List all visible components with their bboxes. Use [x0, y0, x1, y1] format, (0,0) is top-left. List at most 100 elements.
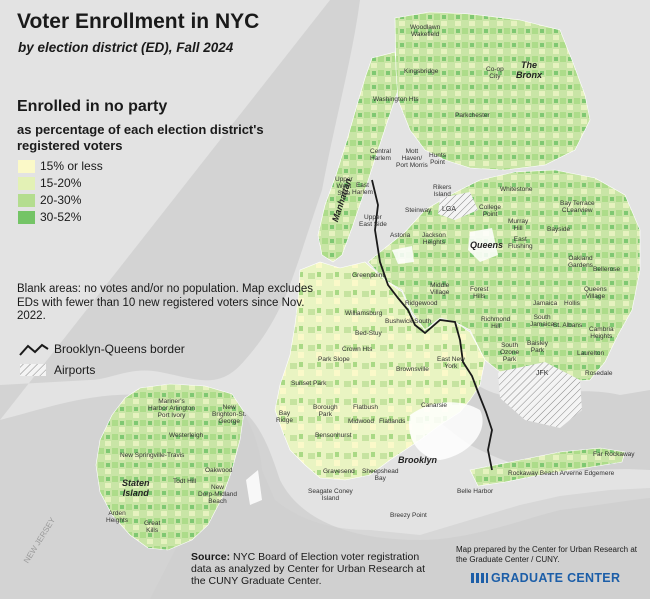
- queens-area: [367, 169, 641, 383]
- neighborhood-label: Middle Village: [430, 282, 450, 296]
- neighborhood-label: Far Rockaway: [593, 451, 635, 458]
- neighborhood-label: College Point: [479, 204, 502, 218]
- bronx-label-line1: The: [521, 60, 538, 70]
- neighborhood-label: Sheepshead Bay: [362, 468, 399, 482]
- neighborhood-label: Cambria Heights: [589, 326, 614, 340]
- airport-label-lga: LGA: [442, 206, 457, 213]
- neighborhood-label: Whitestone: [500, 186, 533, 193]
- legend-label-1: 15% or less: [40, 159, 103, 173]
- source-text: NYC Board of Election voter registration…: [191, 551, 426, 587]
- neighborhood-label: Flatbush: [353, 404, 378, 411]
- borough-label-brooklyn: Brooklyn: [398, 455, 438, 465]
- neighborhood-label: Great Kills: [144, 520, 161, 534]
- neighborhood-label: Hollis: [564, 300, 580, 307]
- neighborhood-label: Kingsbridge: [404, 68, 439, 75]
- staten-island-area: [95, 383, 245, 551]
- border-legend-label: Brooklyn-Queens border: [54, 342, 185, 356]
- neighborhood-label: Todt Hill: [173, 478, 197, 485]
- neighborhood-label: Jackson Heights: [422, 232, 446, 246]
- neighborhood-label: Oakland Gardens: [568, 255, 593, 269]
- neighborhood-label: East Flushing: [508, 236, 533, 250]
- neighborhood-label: Borough Park: [313, 404, 338, 418]
- legend-label-4: 30-52%: [40, 210, 82, 224]
- neighborhood-label: Murray Hill: [508, 218, 529, 232]
- neighborhood-label: Hunts Point: [429, 152, 446, 166]
- neighborhood-label: Steinway: [405, 207, 432, 214]
- neighborhood-label: Baisley Park: [527, 340, 548, 354]
- bronx-area: [394, 11, 591, 171]
- neighborhood-label: New Brighton-St. George: [212, 404, 247, 425]
- neighborhood-label: South Jamaica: [530, 314, 555, 328]
- neighborhood-label: Bay Ridge: [276, 410, 293, 424]
- staten-label-line1: Staten: [122, 478, 150, 488]
- neighborhood-label: Ridgewood: [405, 300, 438, 307]
- neighborhood-label: Jamaica: [533, 300, 558, 307]
- legend-swatch-3: [18, 194, 35, 207]
- rockaway-area: [469, 447, 626, 487]
- neighborhood-label: Rikers Island: [433, 184, 452, 198]
- legend-swatch-2: [18, 177, 35, 190]
- neighborhood-label: Mott Haven/Port Morris: [396, 148, 428, 169]
- neighborhood-label: Canarsie: [421, 402, 448, 409]
- neighborhood-label: Woodlawn Wakefield: [410, 24, 441, 38]
- jfk-airport-hatch: [498, 362, 582, 428]
- neighborhood-label: Forest Hills: [470, 286, 489, 300]
- neighborhood-label: East New York: [437, 356, 465, 370]
- neighborhood-label: Gravesend: [323, 468, 355, 475]
- manhattan-area: [317, 51, 399, 263]
- borough-label-staten-island: Staten Island: [122, 478, 150, 498]
- neighborhood-label: Greenpoint: [352, 272, 385, 279]
- neighborhood-label: Rosedale: [585, 370, 613, 377]
- neighborhood-label: Westerleigh: [169, 432, 204, 439]
- staten-label-line2: Island: [122, 488, 149, 498]
- neighborhood-label: Bed-Stuy: [355, 330, 382, 337]
- neighborhood-label: Bushwick South: [385, 318, 432, 325]
- map-title: Voter Enrollment in NYC: [17, 10, 260, 33]
- cuny-logo-icon: [471, 573, 488, 583]
- neighborhood-label: Flatlands: [379, 418, 406, 425]
- airport-label-jfk: JFK: [536, 370, 549, 377]
- neighborhood-label: New Springville-Travis: [120, 452, 185, 459]
- legend-label-2: 15-20%: [40, 176, 82, 190]
- borough-label-bronx: The Bronx: [516, 60, 542, 80]
- neighborhood-label: New Dorp-Midland Beach: [198, 484, 238, 505]
- neighborhood-label: Astoria: [390, 232, 411, 239]
- neighborhood-label: Williamsburg: [345, 310, 383, 317]
- neighborhood-label: Midwood: [348, 418, 375, 425]
- neighborhood-label: South Ozone Park: [500, 342, 520, 363]
- neighborhood-label: Crown Hts: [342, 346, 373, 353]
- bronx-label-line2: Bronx: [516, 70, 543, 80]
- neighborhood-label: Washington Hts: [373, 96, 419, 103]
- neighborhood-label: Upper East Side: [359, 214, 387, 228]
- neighborhood-label: Queens Village: [584, 286, 607, 300]
- neighborhood-label: Bensonhurst: [315, 432, 352, 439]
- neighborhood-label: Co-op City: [486, 66, 504, 80]
- blank-area-flushing-meadows: [468, 228, 498, 262]
- neighborhood-label: Mariner's Harbor Arlington Port Ivory: [148, 398, 195, 419]
- neighborhood-label: Parkchester: [455, 112, 490, 119]
- neighborhood-label: Breezy Point: [390, 512, 427, 519]
- lga-airport-hatch: [438, 192, 478, 220]
- neighborhood-label: St. Albans: [553, 322, 583, 329]
- logo-text: GRADUATE CENTER: [491, 571, 621, 585]
- neighborhood-label: Brownsville: [396, 366, 429, 373]
- legend-swatch-1: [18, 160, 35, 173]
- neighborhood-label: Bellerose: [593, 266, 621, 273]
- legend-title: Enrolled in no party: [17, 98, 168, 115]
- border-legend: Brooklyn-Queens border: [18, 341, 218, 357]
- neighborhood-label: Laurelton: [577, 350, 605, 357]
- blank-areas-note: Blank areas: no votes and/or no populati…: [17, 283, 313, 322]
- neighborhood-label: Oakwood: [205, 467, 233, 474]
- legend-label-3: 20-30%: [40, 193, 82, 207]
- neighborhood-label: East Harlem: [352, 182, 373, 196]
- lower-bay: [150, 400, 650, 599]
- airport-hatch-icon: [20, 364, 46, 376]
- neighborhood-label: Arden Heights: [106, 510, 129, 524]
- neighborhood-label: Belle Harbor: [457, 488, 494, 495]
- blank-area-fresh-kills: [246, 470, 262, 505]
- neighborhood-label: Richmond Hill: [481, 316, 511, 330]
- credit-note: Map prepared by the Center for Urban Res…: [456, 545, 637, 564]
- blank-area-astoria: [392, 246, 414, 264]
